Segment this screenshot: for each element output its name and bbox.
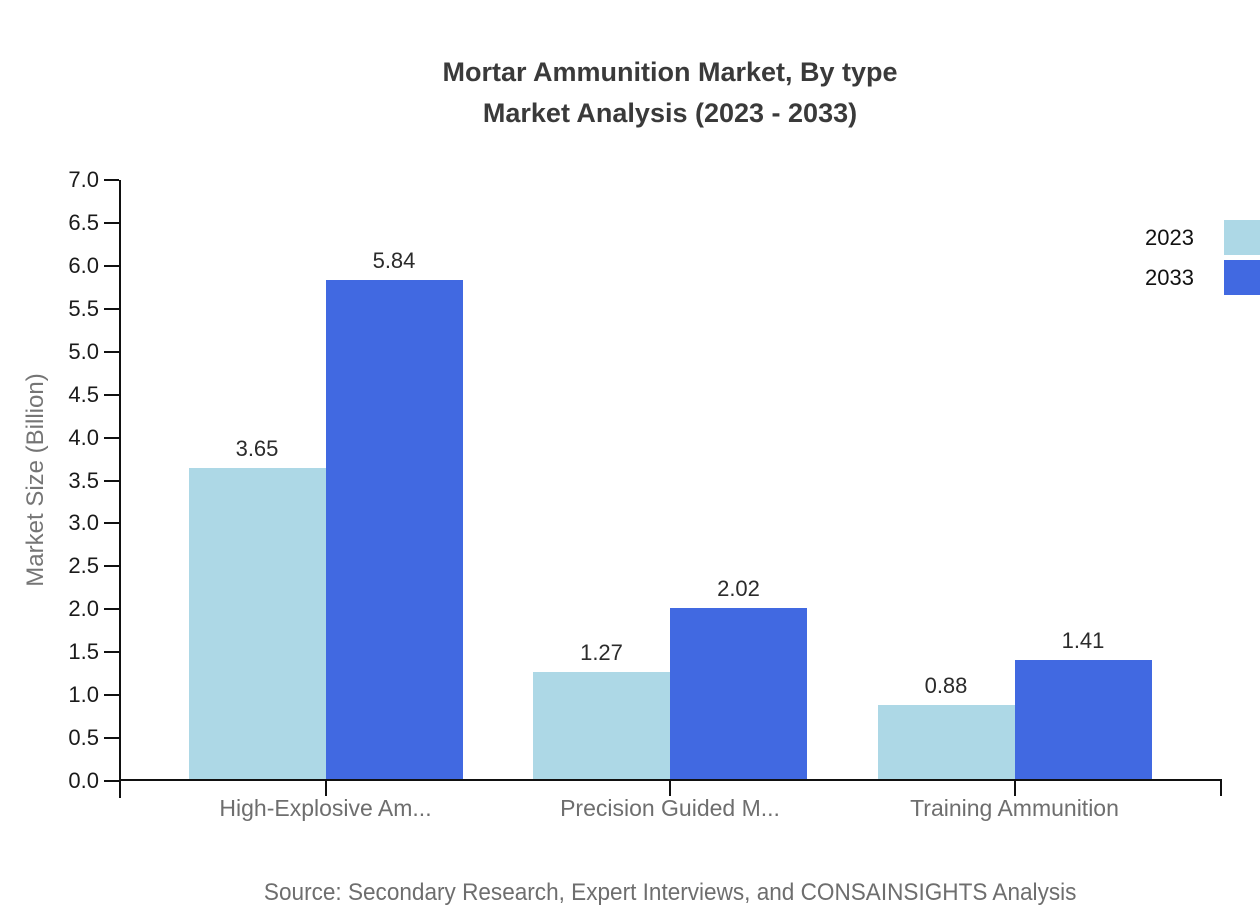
bar-value-label: 1.41	[1061, 627, 1105, 653]
y-tick-label: 1.5	[68, 639, 99, 665]
bar-value-label: 5.84	[372, 247, 416, 273]
y-tick	[104, 522, 119, 525]
y-axis-line	[119, 180, 121, 798]
legend-swatch-2023	[1224, 220, 1260, 255]
bar-value-label: 1.27	[580, 639, 623, 665]
y-tick	[104, 264, 119, 267]
chart-title: Mortar Ammunition Market, By type Market…	[118, 52, 1222, 134]
y-tick	[104, 651, 119, 654]
source-note-text: Source: Secondary Research, Expert Inter…	[263, 879, 1077, 906]
y-tick	[104, 350, 119, 353]
y-tick-label: 0.0	[68, 768, 99, 793]
y-tick-label: 3.5	[68, 467, 99, 493]
y-tick	[104, 565, 119, 568]
x-axis-line	[119, 779, 1222, 781]
y-tick	[104, 737, 119, 740]
y-tick	[104, 307, 119, 310]
y-tick-label: 4.5	[68, 381, 99, 407]
y-tick-label: 1.0	[68, 682, 99, 708]
x-tick	[324, 781, 327, 796]
source-note: Source: Secondary Research, Expert Inter…	[118, 879, 1222, 907]
y-tick	[104, 221, 119, 224]
bar-2023-category-3	[877, 705, 1015, 781]
y-tick	[104, 780, 119, 782]
y-tick-label: 2.0	[68, 596, 99, 622]
y-tick	[104, 479, 119, 482]
legend-label-2033: 2033	[1145, 265, 1194, 290]
chart-title-line2: Market Analysis (2023 - 2033)	[482, 98, 858, 128]
y-tick-label: 2.5	[68, 553, 99, 579]
bar-2033-category-3	[1014, 659, 1152, 781]
y-tick	[104, 393, 119, 396]
chart-title-line1: Mortar Ammunition Market, By type	[442, 57, 898, 87]
y-tick-label: 7.0	[68, 167, 99, 192]
y-tick-label: 0.5	[68, 725, 99, 751]
bar-value-label: 2.02	[717, 575, 760, 601]
bar-2033-category-1	[325, 279, 463, 781]
x-axis-end-tick	[1220, 779, 1222, 796]
x-category-label: High-Explosive Am...	[219, 795, 432, 821]
y-tick-label: 5.5	[68, 295, 99, 321]
bar-2033-category-2	[670, 607, 807, 781]
bar-value-label: 3.65	[235, 435, 279, 461]
x-category-label: Training Ammunition	[910, 795, 1119, 821]
legend-swatch-2033	[1224, 260, 1260, 295]
y-tick	[104, 694, 119, 697]
y-tick-label: 4.0	[68, 424, 99, 450]
x-tick	[669, 781, 671, 796]
x-category-label: Precision Guided M...	[560, 795, 780, 821]
y-tick-label: 3.0	[68, 510, 99, 536]
y-tick-label: 5.0	[68, 338, 99, 364]
bar-value-label: 0.88	[924, 673, 968, 699]
y-tick	[104, 436, 119, 439]
y-tick	[104, 608, 119, 611]
bar-2023-category-1	[188, 467, 326, 781]
y-tick	[104, 179, 119, 181]
y-tick-label: 6.0	[68, 252, 99, 278]
legend-label-2023: 2023	[1145, 225, 1194, 250]
bar-2023-category-2	[533, 671, 670, 781]
x-tick	[1013, 781, 1016, 796]
y-tick-label: 6.5	[68, 209, 99, 235]
